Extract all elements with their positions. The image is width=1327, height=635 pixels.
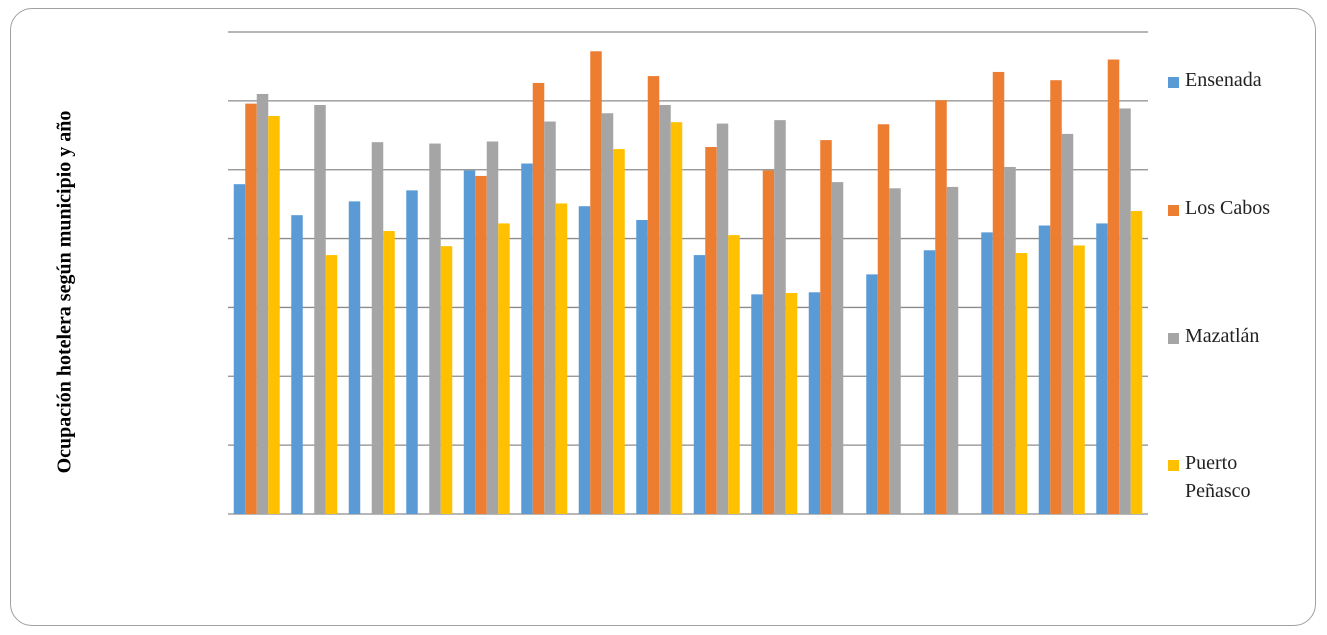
legend-swatch	[1168, 333, 1179, 344]
bar	[1015, 253, 1028, 514]
y-axis-label: Ocupación hotelera según municipio y año	[54, 111, 76, 474]
bar	[348, 201, 361, 515]
bar	[463, 170, 476, 514]
bar	[1130, 211, 1143, 514]
bar	[1073, 245, 1085, 514]
bar	[751, 294, 763, 514]
bar	[774, 120, 786, 514]
bar	[532, 82, 545, 514]
bar	[889, 188, 901, 514]
legend-swatch	[1168, 77, 1179, 88]
bar	[291, 215, 303, 514]
legend-item: Ensenada	[1168, 69, 1300, 94]
chart-frame	[10, 8, 1316, 626]
legend-label: Ensenada	[1185, 69, 1262, 91]
bar	[670, 122, 683, 515]
bar	[762, 170, 775, 514]
bar	[877, 124, 890, 515]
legend-swatch	[1168, 460, 1179, 471]
bar	[647, 76, 660, 514]
bar	[981, 232, 993, 515]
bar	[371, 142, 384, 514]
legend-label: Los Cabos	[1185, 197, 1270, 219]
bar	[659, 104, 671, 514]
legend-item: Puerto Peñasco	[1168, 452, 1300, 505]
bar	[1096, 223, 1108, 514]
bar	[601, 113, 614, 514]
bar	[935, 100, 947, 514]
bar	[831, 182, 844, 514]
bar	[705, 146, 717, 514]
bar	[521, 163, 533, 514]
bar	[785, 292, 798, 514]
bar	[440, 246, 453, 514]
bar	[314, 104, 326, 514]
bar	[383, 230, 395, 515]
bar	[1050, 80, 1062, 514]
bar	[866, 274, 878, 514]
bar	[475, 175, 487, 514]
bar	[498, 223, 510, 514]
bar	[268, 116, 280, 515]
bar	[325, 255, 338, 514]
bar	[1004, 166, 1016, 514]
legend-label: Mazatlán	[1185, 325, 1260, 347]
bar	[1038, 225, 1051, 514]
bar	[728, 235, 740, 514]
bar	[429, 143, 441, 514]
bar	[256, 93, 269, 514]
bar	[578, 206, 591, 515]
legend-label: Puerto Peñasco	[1185, 452, 1251, 502]
bar	[808, 292, 821, 514]
bar	[1061, 133, 1074, 514]
bar	[245, 103, 257, 515]
bar	[923, 250, 936, 514]
legend-item: Los Cabos	[1168, 197, 1300, 222]
bar	[486, 141, 499, 515]
bar	[693, 255, 706, 514]
bar	[636, 219, 648, 515]
bar	[406, 190, 418, 514]
bar	[992, 71, 1005, 515]
legend-swatch	[1168, 205, 1179, 216]
bar	[820, 140, 832, 514]
bar	[946, 186, 959, 514]
bar	[613, 149, 625, 515]
bar	[233, 184, 246, 514]
bar	[1107, 59, 1120, 515]
legend-item: Mazatlán	[1168, 325, 1300, 350]
bar	[555, 203, 568, 514]
bar	[1119, 108, 1131, 514]
bar	[544, 121, 556, 514]
bar	[716, 123, 729, 514]
bar	[590, 51, 602, 514]
